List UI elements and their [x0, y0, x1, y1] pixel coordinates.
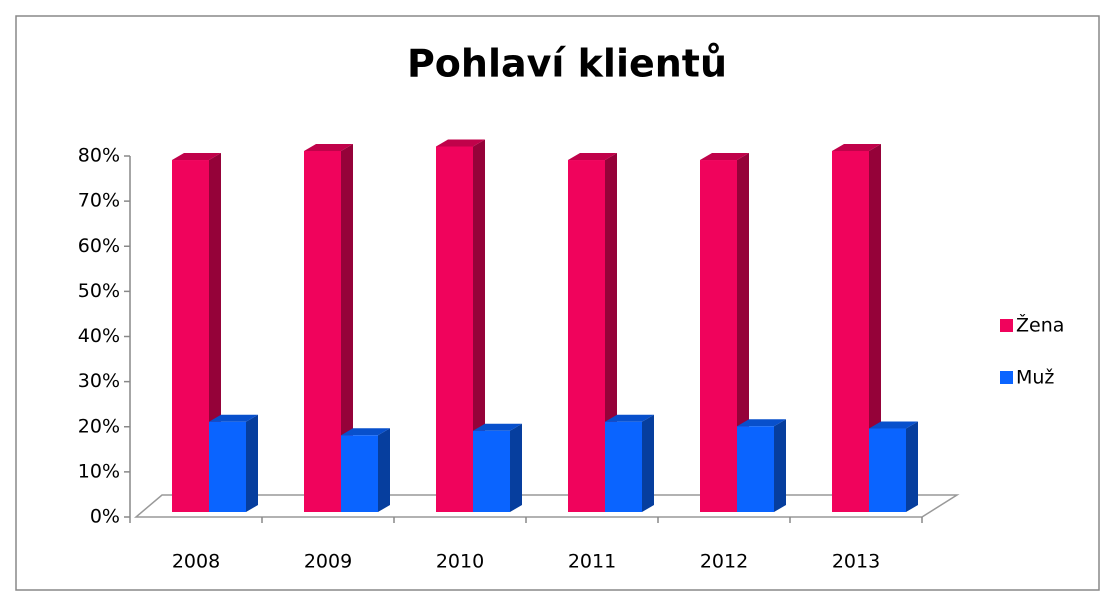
y-tick-label: 70%	[78, 190, 120, 212]
bar-side	[341, 144, 353, 512]
x-tick-label: 2012	[700, 551, 748, 573]
bar-top	[605, 414, 654, 422]
x-tick-label: 2010	[436, 551, 484, 573]
bar-side	[473, 139, 485, 513]
bar-top	[568, 153, 617, 161]
x-tick-label: 2008	[172, 551, 220, 573]
bar-side	[774, 419, 786, 512]
bar	[473, 430, 510, 512]
bar-top	[473, 423, 522, 431]
bar-top	[304, 144, 353, 151]
y-tick-label: 80%	[78, 145, 120, 167]
y-tick-label: 30%	[78, 370, 120, 392]
y-tick-label: 60%	[78, 235, 120, 257]
y-tick-label: 20%	[78, 415, 120, 437]
bar	[172, 160, 209, 512]
bar-side	[378, 428, 390, 512]
bar	[209, 421, 246, 512]
y-tick-label: 0%	[90, 506, 120, 528]
y-tick-label: 50%	[78, 280, 120, 302]
y-tick-label: 10%	[78, 460, 120, 482]
legend-swatch	[1000, 371, 1013, 384]
bar-side	[510, 423, 522, 512]
x-tick-label: 2011	[568, 551, 616, 573]
bar-side	[906, 421, 918, 512]
bar	[568, 160, 605, 512]
bar	[869, 428, 906, 512]
bar	[436, 146, 473, 513]
bar-top	[737, 419, 786, 427]
bar-top	[341, 428, 390, 436]
legend-label: Žena	[1016, 314, 1064, 337]
y-tick-label: 40%	[78, 325, 120, 347]
bar-top	[209, 414, 258, 422]
bar-top	[832, 144, 881, 151]
bar-side	[642, 414, 654, 512]
bar-top	[436, 139, 485, 147]
bar	[341, 435, 378, 512]
bar	[700, 160, 737, 512]
x-tick-label: 2013	[832, 551, 880, 573]
bar	[304, 151, 341, 512]
bar-side	[246, 414, 258, 512]
bar-top	[172, 153, 221, 161]
x-tick-label: 2009	[304, 551, 352, 573]
bar-top	[700, 153, 749, 161]
bar	[832, 151, 869, 512]
bar	[605, 421, 642, 512]
bar-top	[869, 421, 918, 429]
bar-side	[869, 144, 881, 512]
legend-label: Muž	[1016, 367, 1054, 389]
legend-swatch	[1000, 319, 1013, 332]
bar	[737, 426, 774, 512]
chart-title: Pohlaví klientů	[407, 42, 727, 86]
